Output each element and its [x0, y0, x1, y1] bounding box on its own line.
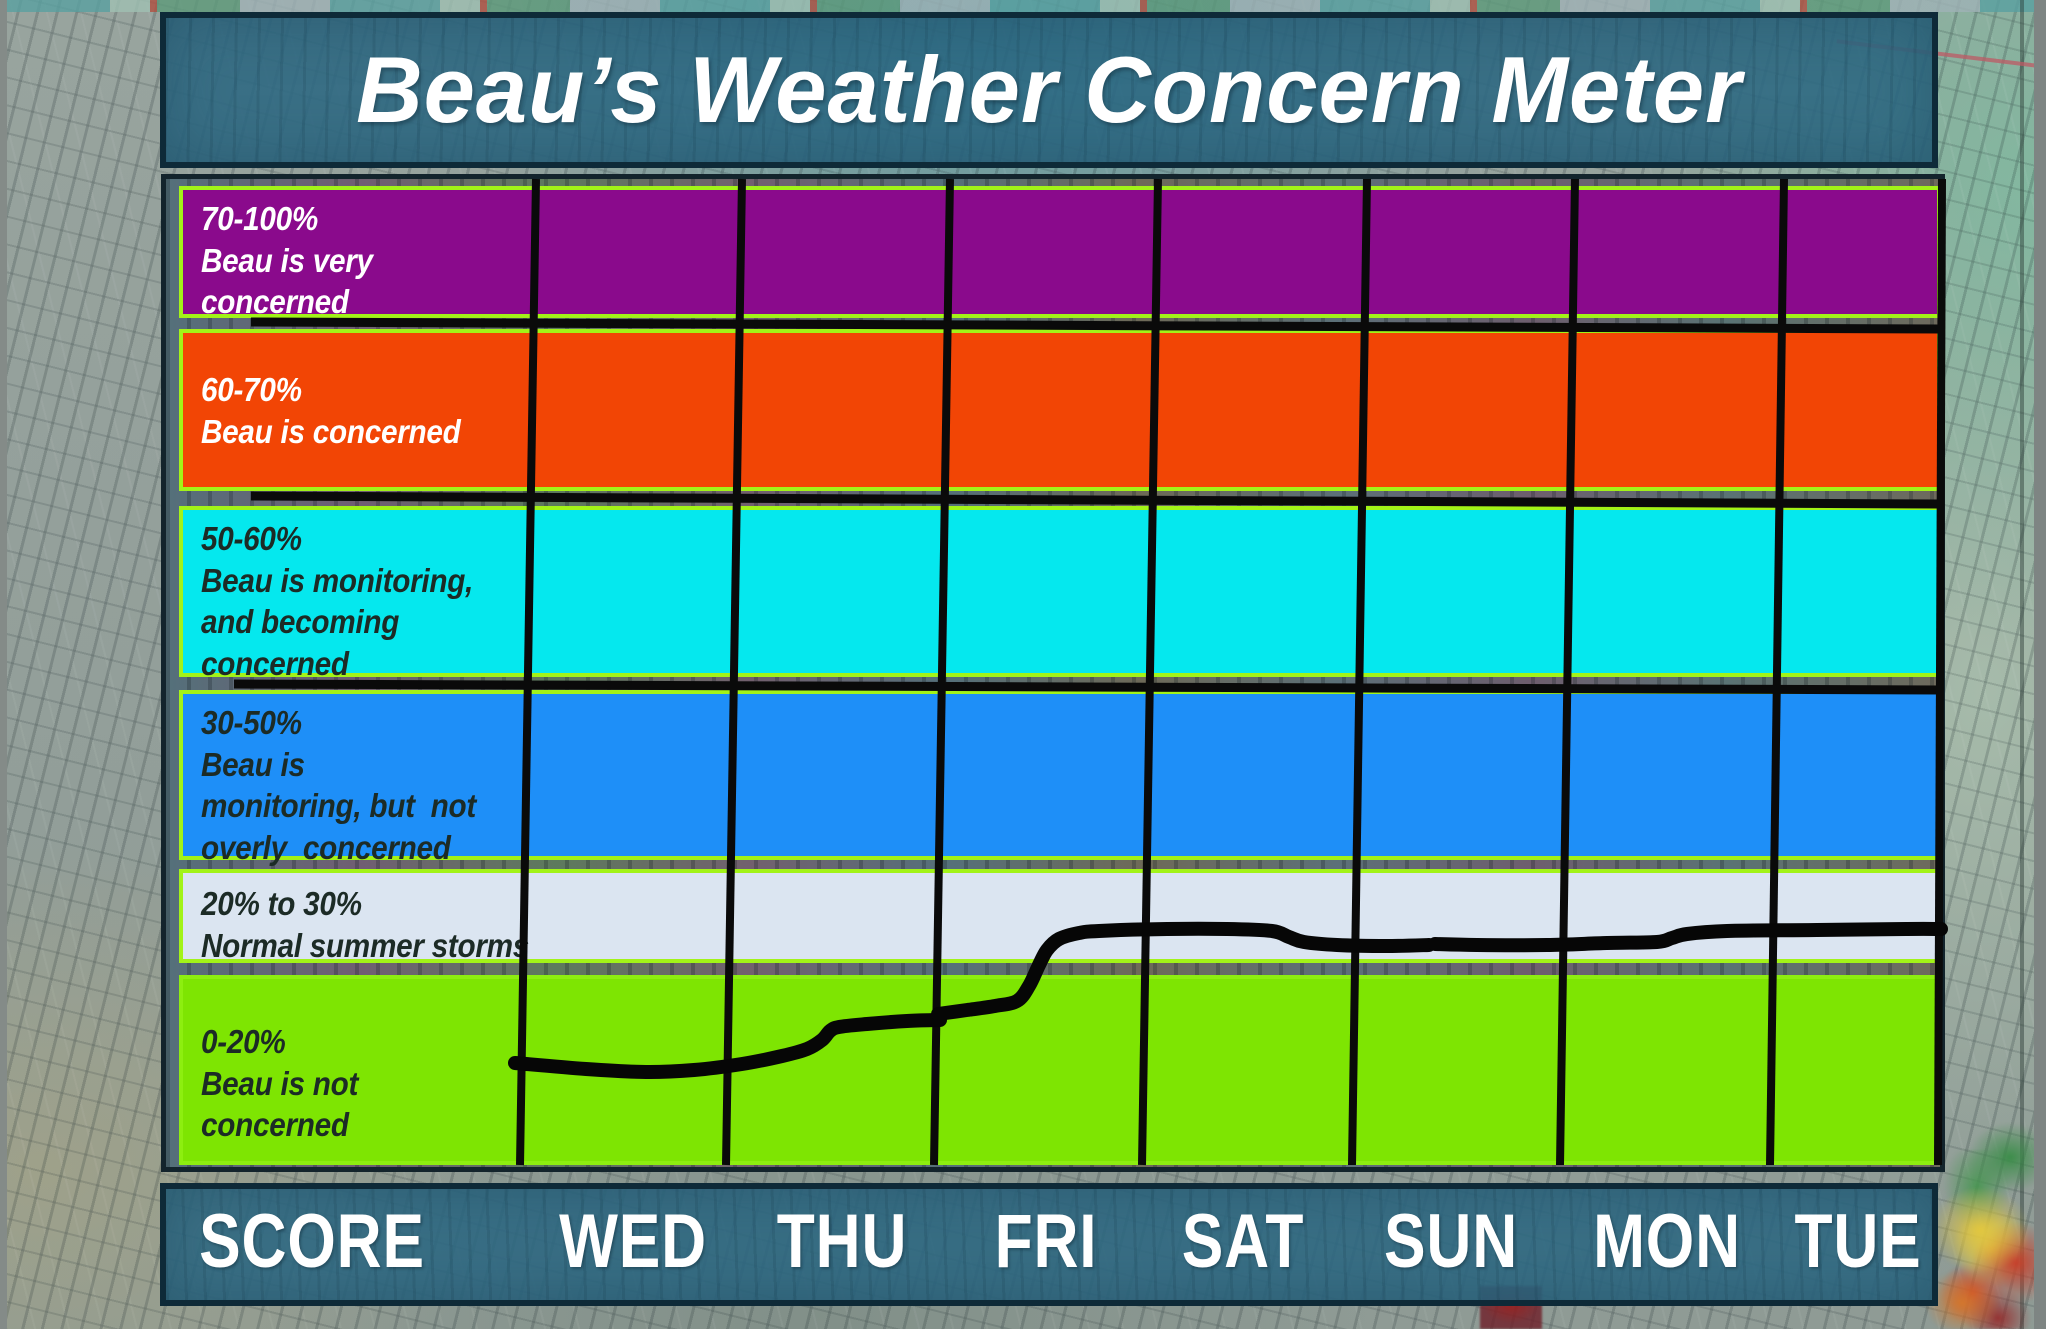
- title-bar: Beau’s Weather Concern Meter: [160, 12, 1938, 168]
- band-70-100: 70-100% Beau is very concerned: [179, 186, 1941, 320]
- band-0-20: 0-20% Beau is not concerned: [179, 975, 1941, 1165]
- axis-label-sun: SUN: [1383, 1198, 1519, 1284]
- screen-edge-right: [2034, 0, 2046, 1329]
- axis-label-wed: WED: [559, 1198, 707, 1284]
- band-60-70-label: 60-70% Beau is concerned: [201, 371, 461, 450]
- axis-label-thu: THU: [776, 1198, 908, 1284]
- screen-edge-left: [0, 0, 7, 1329]
- band-50-60: 50-60% Beau is monitoring, and becoming con…: [179, 506, 1941, 682]
- map-road-line: [2020, 0, 2024, 1329]
- title-bar-texture: [166, 18, 1932, 162]
- axis-label-mon: MON: [1593, 1198, 1741, 1284]
- axis-label-tue: TUE: [1794, 1198, 1922, 1284]
- axis-bar-texture: [166, 1189, 1932, 1300]
- band-20-30: 20% to 30% Normal summer storms: [179, 869, 1941, 964]
- axis-label-sat: SAT: [1181, 1198, 1305, 1284]
- axis-label-fri: FRI: [994, 1198, 1098, 1284]
- band-60-70: 60-70% Beau is concerned: [179, 329, 1941, 491]
- axis-label-score: SCORE: [199, 1198, 425, 1284]
- band-70-100-label: 70-100% Beau is very concerned: [201, 200, 373, 321]
- concern-meter-chart: 70-100% Beau is very concerned 60-70% Beau …: [161, 174, 1948, 1172]
- axis-bar: SCORE WED THU FRI SAT SUN MON TUE: [160, 1183, 1938, 1306]
- band-50-60-label: 50-60% Beau is monitoring, and becoming con…: [201, 520, 474, 682]
- page-title: Beau’s Weather Concern Meter: [356, 37, 1742, 142]
- day-grid-and-trend-line: [233, 178, 1948, 1166]
- band-30-50: 30-50% Beau is monitoring, but not overly c…: [179, 690, 1941, 866]
- map-top-strip: [0, 0, 2046, 12]
- band-20-30-label: 20% to 30% Normal summer storms: [201, 885, 530, 964]
- band-0-20-label: 0-20% Beau is not concerned: [201, 1023, 359, 1144]
- radar-imagery-corner: [1926, 1109, 2046, 1329]
- band-30-50-label: 30-50% Beau is monitoring, but not overly c…: [201, 704, 477, 866]
